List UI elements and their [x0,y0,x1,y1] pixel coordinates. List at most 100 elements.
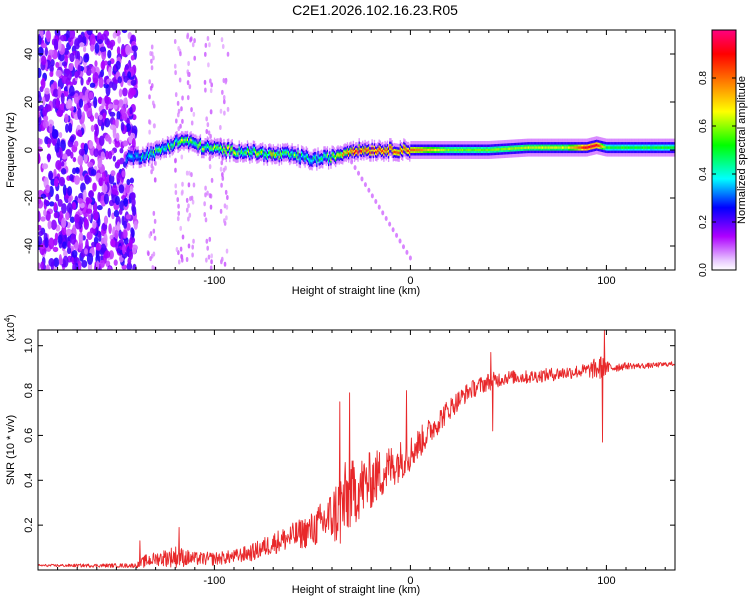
spectrogram-ridge-core [226,146,229,150]
spectrogram-ridge-core [527,146,530,149]
spectrogram-ridge-core [443,148,445,152]
spectrogram-ridge-core [173,142,176,145]
spectrogram-noise-cell [55,61,60,69]
spectrogram-noise-cell [50,84,55,95]
spectrogram-noise-cell [179,246,183,252]
spectrogram-ridge-core [170,143,172,146]
spectrogram-noise-cell [205,116,208,122]
spectrogram-ridge-core [583,146,585,149]
spectrogram-ridge-core [360,150,363,153]
spectrogram-noise-cell [53,178,59,188]
spectrogram-ridge-core [604,146,606,149]
spectrogram-ridge-core [619,146,621,149]
spectrogram-ridge-core [198,143,200,146]
spectrogram-ridge-core [285,151,287,154]
spectrogram-ridge-core [462,148,464,152]
spectrogram-noise-cell [148,129,151,135]
spectrogram-noise-cell [174,158,177,164]
spectrogram-ridge-core [632,146,634,149]
spectrogram-ridge-core [627,146,630,149]
spectrogram-noise-cell [190,107,193,113]
spectrogram-noise-cell [223,99,226,105]
spectrogram-ridge-core [133,154,136,158]
spectrogram-noise-cell [72,224,77,237]
spectrogram-noise-cell [209,204,213,210]
spectrogram-noise-cell [117,35,122,44]
spectrogram-ridge-core [339,153,342,156]
spectrogram-noise-cell [131,244,137,255]
snr-frame [37,329,676,571]
spectrogram-noise-cell [152,123,156,129]
spectrogram-ridge-core [556,146,558,149]
spectrogram-ridge-core [526,146,529,149]
spectrogram-ridge-core [638,146,640,149]
spectrogram-noise-cell [125,214,132,220]
spectrogram-ridge-core [572,146,574,149]
spectrogram-ridge-core [397,151,399,154]
spectrogram-ridge-core [203,148,205,151]
spectrogram-ridge-core [298,157,300,160]
spectrogram-ridge-core [452,148,454,152]
spectrogram-noise-cell [208,193,212,199]
spectrogram-ridge-core [359,149,362,153]
snr-line [38,330,675,569]
spectrogram-ridge-core [320,157,323,160]
spectrogram-noise-cell [89,114,95,122]
spectrogram-noise-cell [109,42,114,51]
spectrogram-ridge-core [340,153,343,157]
spectrogram-noise-cell [108,136,112,145]
spectrogram-noise-cell [49,71,54,78]
spectrogram-noise-cell [118,208,123,215]
spectrogram-ridge-core [351,151,353,154]
spectrogram-ridge-core [578,146,580,149]
spectrogram-noise-cell [105,150,109,160]
spectrogram-ridge-core [135,153,137,157]
spectrogram-noise-cell [100,151,106,161]
spectrogram-ridge-core [190,138,192,142]
spectrogram-noise-cell [210,177,214,183]
spectrogram-noise-cell [73,140,79,148]
spectrogram-ridge-core [580,146,583,149]
spectrogram-ridge-core [126,157,129,160]
spectrogram-ridge-core [553,146,556,149]
spectrogram-ridge-core [503,147,505,151]
spectrogram-ridge-core [217,146,219,149]
spectrogram-noise-cell [186,32,190,38]
spectrogram-ridge-core [474,148,477,152]
spectrogram-ridge-core [672,146,674,149]
spectrogram-ridge-core [460,148,463,152]
spectrogram-ridge-core [477,148,479,152]
spectrogram-ridge-core [630,146,632,149]
spectrogram-tail-cell [395,232,399,238]
spectrogram-noise-cell [93,212,99,221]
spectrogram-noise-cell [61,217,67,228]
spectrogram-noise-cell [187,71,190,77]
spectrogram-tail-cell [357,170,361,176]
spectrogram-noise-cell [55,160,62,170]
spectrogram-ridge-core [559,146,561,149]
spectrogram-noise-cell [68,122,73,133]
spectrogram-ridge-core [565,146,567,149]
spectrogram-noise-cell [52,88,59,98]
spectrogram-noise-cell [99,46,106,53]
spectrogram-noise-cell [108,250,114,260]
spectrogram-noise-cell [104,250,111,259]
x-tick-label: -100 [203,575,225,587]
spectrogram-tail-cell [370,193,374,199]
spectrogram-noise-cell [116,46,121,56]
colorbar: 0.0 0.2 0.4 0.6 0.8 Normalized spectral ampl… [698,29,748,277]
spectrogram-noise-cell [79,165,84,177]
spectrogram-noise-cell [205,128,209,134]
spectrogram-ridge-core [640,146,643,149]
spectrogram-ridge-core [540,146,543,149]
spectrogram-noise-cell [47,138,52,145]
spectrogram-ridge-core [525,146,527,149]
spectrogram-ridge-core [188,142,190,145]
spectrogram-ridge-core [125,158,127,162]
spectrogram-ridge-core [414,148,417,152]
spectrogram-noise-cell [90,169,97,176]
spectrogram-noise-cell [129,177,134,184]
spectrogram-ridge-core [669,146,671,149]
spectrogram-ridge-core [543,146,545,149]
spectrogram-ridge-core [129,154,131,158]
